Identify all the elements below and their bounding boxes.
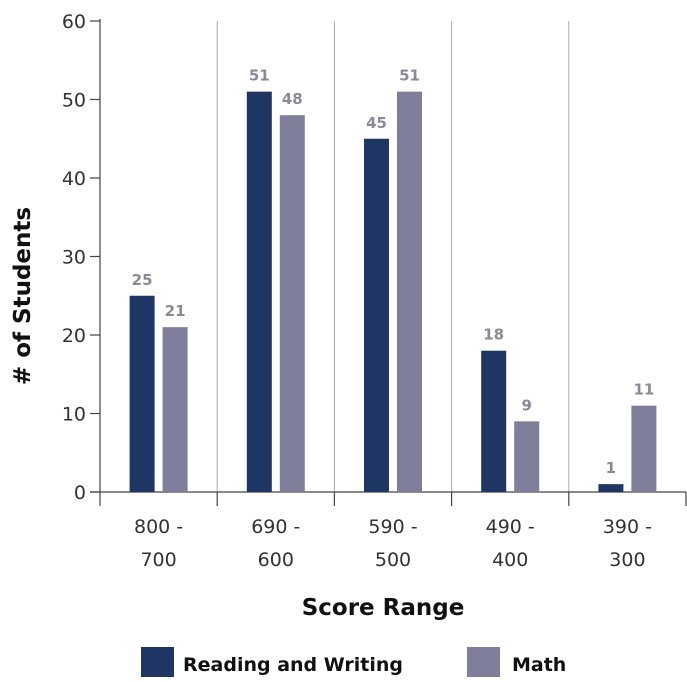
- axes: 0 10 20 30 40 50 60 800 -700 690 -600 590 -500 490…: [62, 11, 687, 571]
- bar: [481, 350, 507, 492]
- bar: [631, 405, 657, 492]
- y-tick-label: 30: [62, 247, 86, 269]
- bar: [397, 91, 422, 493]
- data-label: 25: [132, 271, 153, 289]
- data-label: 48: [282, 90, 303, 108]
- x-tick-label: 390 -300: [603, 516, 652, 571]
- y-tick-label: 10: [62, 404, 86, 426]
- bar: [129, 295, 155, 492]
- y-tick-label: 60: [62, 11, 86, 33]
- legend-label: Math: [512, 654, 566, 676]
- grid-lines: [216, 21, 570, 492]
- data-label: 18: [483, 326, 504, 344]
- bar: [364, 138, 389, 492]
- x-axis-title: Score Range: [302, 595, 465, 621]
- y-axis-title: # of Students: [10, 207, 36, 385]
- y-tick-label: 50: [62, 90, 86, 112]
- bar: [246, 91, 272, 493]
- x-tick-label: 590 -500: [368, 516, 417, 571]
- data-label: 9: [521, 396, 531, 414]
- y-tick-label: 20: [62, 325, 86, 347]
- data-label: 45: [366, 114, 387, 132]
- data-label: 51: [399, 67, 420, 85]
- bar: [514, 421, 540, 492]
- y-tick-label: 40: [62, 168, 86, 190]
- bars: [129, 91, 657, 493]
- x-tick-label: 800 -700: [134, 516, 183, 571]
- data-label: 51: [249, 67, 270, 85]
- bar: [162, 327, 188, 492]
- data-labels: 25 51 45 18 1 21 48 51 9 11: [132, 67, 655, 477]
- legend-swatch: [141, 647, 174, 678]
- x-tick-label: 490 -400: [486, 516, 535, 571]
- data-label: 1: [606, 459, 616, 477]
- bar: [598, 484, 624, 492]
- bar: [279, 115, 305, 492]
- y-tick-label: 0: [74, 482, 86, 504]
- legend: Reading and Writing Math: [141, 647, 566, 678]
- data-label: 21: [165, 302, 186, 320]
- legend-label: Reading and Writing: [183, 654, 403, 676]
- x-tick-label: 690 -600: [251, 516, 300, 571]
- legend-swatch: [467, 647, 500, 678]
- data-label: 11: [633, 381, 654, 399]
